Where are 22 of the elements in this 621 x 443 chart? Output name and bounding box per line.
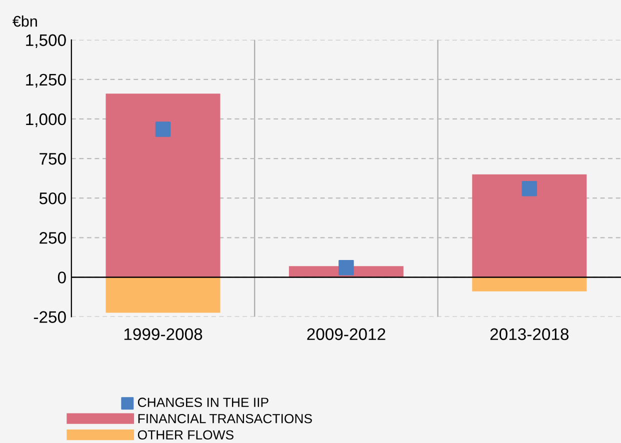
x-tick-label: 1999-2008 xyxy=(124,328,202,340)
y-tick-label: 1,000 xyxy=(26,113,66,128)
y-axis-title: €bn xyxy=(12,16,37,27)
point xyxy=(522,180,538,196)
bar xyxy=(106,277,220,313)
point xyxy=(155,122,171,137)
bar xyxy=(472,174,587,278)
y-tick-label: 1,250 xyxy=(26,74,66,88)
y-tick-label: 500 xyxy=(39,192,66,204)
bar xyxy=(472,277,587,292)
legend-label: CHANGES IN THE IIP xyxy=(138,398,268,408)
legend-label: FINANCIAL TRANSACTIONS xyxy=(138,414,312,424)
y-tick-label: 250 xyxy=(40,232,66,244)
point xyxy=(338,260,354,276)
y-tick-label: 1,500 xyxy=(26,34,66,48)
bar xyxy=(106,94,220,278)
y-tick-label: 0 xyxy=(58,272,66,284)
x-tick-label: 2013-2018 xyxy=(490,328,569,340)
legend-label: OTHER FLOWS xyxy=(138,430,234,440)
x-tick-label: 2009-2012 xyxy=(307,328,386,340)
y-tick-label: -250 xyxy=(34,311,66,323)
y-tick-label: 750 xyxy=(40,152,66,165)
